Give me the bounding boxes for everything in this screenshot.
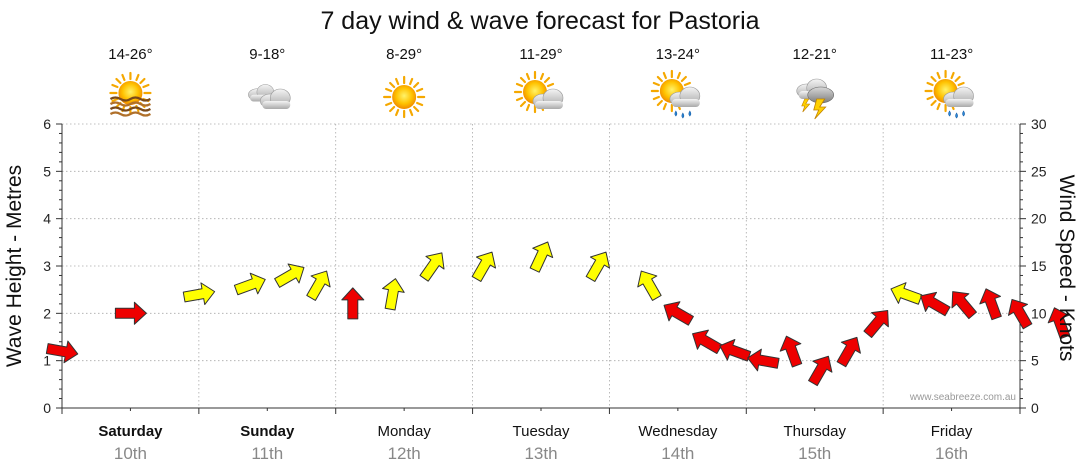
wind-arrow [747, 348, 780, 372]
wind-arrow [920, 291, 951, 317]
wind-arrow [182, 282, 216, 306]
wave-axis-tick-label: 0 [43, 400, 51, 416]
cloud-icon [247, 84, 291, 110]
wave-axis-tick-label: 5 [43, 163, 51, 179]
day-date: 13th [524, 444, 557, 463]
day-name: Sunday [240, 423, 295, 440]
wind-arrow [382, 278, 405, 311]
wind-arrow [637, 270, 662, 301]
wind-arrow [863, 310, 889, 339]
wave-axis-tick-label: 4 [43, 211, 51, 227]
wind-axis-tick-label: 10 [1031, 305, 1047, 321]
day-date: 12th [388, 444, 421, 463]
wind-arrow [306, 270, 331, 301]
wind-arrow [951, 291, 977, 320]
day-temperature: 12-21° [793, 46, 837, 63]
wind-arrow [419, 252, 445, 282]
wave-axis-tick-label: 2 [43, 305, 51, 321]
wave-axis-tick-label: 6 [43, 116, 51, 132]
wind-arrow [836, 336, 861, 368]
day-name: Friday [931, 423, 973, 440]
wave-axis-tick-label: 1 [43, 353, 51, 369]
wind-axis-tick-label: 5 [1031, 353, 1039, 369]
wind-arrow [114, 301, 147, 325]
storm-icon [796, 78, 835, 120]
day-name: Saturday [98, 423, 163, 440]
wind-arrow [471, 251, 497, 282]
wind-arrow [890, 282, 923, 305]
wind-axis-title: Wind Speed - Knots [1055, 175, 1078, 362]
wind-arrow [274, 263, 305, 288]
wind-arrow [663, 301, 694, 326]
wind-arrow [808, 355, 833, 387]
day-temperature: 11-23° [930, 46, 973, 63]
wind-arrow [45, 340, 79, 364]
day-date: 14th [661, 444, 694, 463]
watermark: www.seabreeze.com.au [909, 392, 1016, 403]
day-name: Wednesday [638, 423, 717, 440]
wind-arrow [979, 288, 1002, 321]
sun-icon [383, 75, 426, 119]
day-date: 16th [935, 444, 968, 463]
wind-axis-tick-label: 20 [1031, 211, 1047, 227]
day-temperature: 14-26° [108, 46, 152, 63]
wind-arrow [341, 287, 365, 320]
day-name: Tuesday [513, 423, 570, 440]
sun-cloud-rain-icon [924, 69, 975, 119]
day-temperature: 13-24° [656, 46, 700, 63]
wind-arrow [529, 241, 554, 273]
wind-axis-tick-label: 30 [1031, 116, 1047, 132]
day-date: 10th [114, 444, 147, 463]
wave-axis-tick-label: 3 [43, 258, 51, 274]
day-temperature: 9-18° [249, 46, 285, 63]
day-temperature: 8-29° [386, 46, 422, 63]
wind-arrow [1047, 307, 1071, 340]
day-temperature: 11-29° [519, 46, 562, 63]
wind-arrow [779, 335, 803, 368]
sun-haze-icon [109, 71, 152, 117]
wind-arrow [1007, 298, 1033, 330]
wave-axis-title: Wave Height - Metres [3, 165, 26, 367]
sun-cloud-icon [513, 70, 564, 114]
wind-axis-tick-label: 25 [1031, 163, 1047, 179]
wind-arrow [719, 338, 752, 362]
wind-arrow [585, 251, 611, 282]
wind-arrow [692, 329, 723, 355]
day-name: Thursday [783, 423, 846, 440]
wind-axis-tick-label: 0 [1031, 400, 1039, 416]
day-date: 11th [251, 444, 283, 463]
day-name: Monday [377, 423, 431, 440]
wind-arrow [233, 272, 266, 296]
chart-title: 7 day wind & wave forecast for Pastoria [320, 7, 759, 35]
day-date: 15th [798, 444, 831, 463]
sun-cloud-rain-icon [650, 69, 701, 119]
wind-axis-tick-label: 15 [1031, 258, 1047, 274]
